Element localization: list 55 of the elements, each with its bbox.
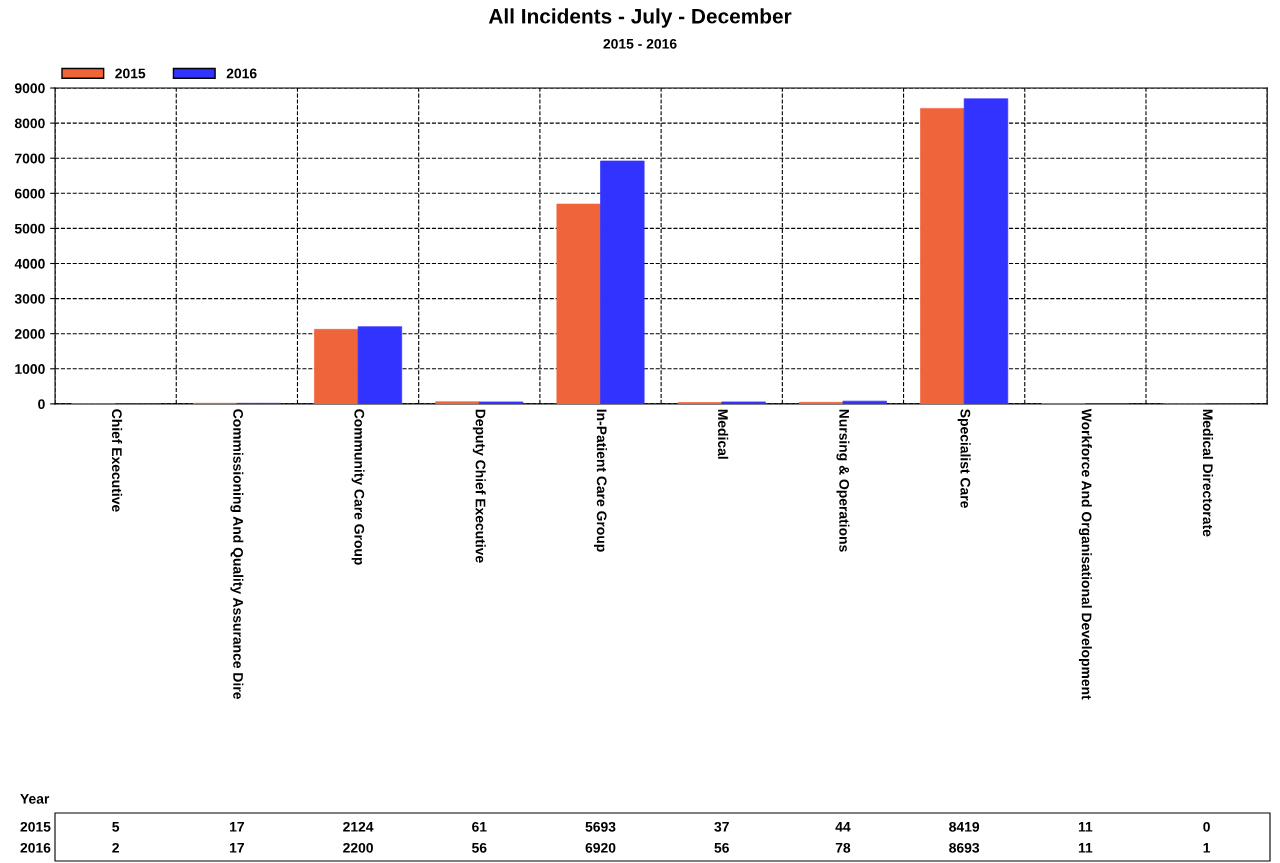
y-tick-label: 9000 xyxy=(14,83,45,94)
bar xyxy=(314,328,359,404)
chart-title: All Incidents - July - December xyxy=(488,8,792,28)
y-tick-label: 6000 xyxy=(14,188,45,199)
data-label: 17 xyxy=(230,822,244,832)
x-tick-label: Medical Directorate xyxy=(1202,409,1214,537)
y-tick-label: 7000 xyxy=(15,153,45,164)
chart-subtitle: 2015 - 2016 xyxy=(603,38,677,49)
x-tick-label: Nursing & Operations xyxy=(836,409,850,552)
x-tick-label: Chief Executive xyxy=(111,409,123,512)
bar xyxy=(600,160,645,404)
x-tick-label: Workforce And Organisational Development xyxy=(1078,408,1092,700)
y-tick-label: 0 xyxy=(38,399,45,410)
data-label: 6920 xyxy=(585,842,616,853)
y-tick-label: 8000 xyxy=(14,118,45,129)
x-tick-label: Commissioning And Quality Assurance Dire xyxy=(230,409,244,699)
bar xyxy=(920,108,965,404)
x-tick-label: Community Care Group xyxy=(351,409,365,565)
data-label: 56 xyxy=(472,842,487,853)
legend-label: 2016 xyxy=(226,68,257,79)
x-tick-label: In-Patient Care Group xyxy=(594,409,607,552)
data-label: 37 xyxy=(714,821,729,832)
data-label: 17 xyxy=(230,843,244,853)
data-label: 11 xyxy=(1078,822,1093,832)
x-tick-label: Medical xyxy=(718,409,729,459)
data-label: 2200 xyxy=(343,842,373,853)
data-label: 1 xyxy=(1203,843,1211,853)
y-tick-label: 1000 xyxy=(15,364,45,374)
bar xyxy=(357,326,403,404)
data-label: 11 xyxy=(1078,843,1093,853)
legend-title: Year xyxy=(20,794,50,804)
y-tick-label: 2000 xyxy=(14,329,45,339)
data-label: 5 xyxy=(112,822,120,832)
data-label: 56 xyxy=(714,842,729,853)
legend-label: 2015 xyxy=(115,68,146,79)
bar xyxy=(842,400,887,404)
text: 2015 xyxy=(20,821,51,832)
x-tick-label: Deputy Chief Executive xyxy=(472,409,486,563)
data-label: 0 xyxy=(1203,821,1210,832)
data-label: 61 xyxy=(472,821,487,832)
data-label: 8419 xyxy=(949,821,980,832)
y-tick-label: 3000 xyxy=(14,293,45,304)
text: 2016 xyxy=(20,842,51,853)
data-label: 78 xyxy=(835,842,851,853)
data-label: 2 xyxy=(112,842,119,853)
y-tick-label: 5000 xyxy=(14,223,45,234)
bar xyxy=(556,203,601,404)
y-tick-label: 4000 xyxy=(14,258,45,269)
bar xyxy=(963,98,1009,404)
x-tick-label: Specialist Care xyxy=(957,409,971,508)
data-label: 8693 xyxy=(949,842,980,853)
data-label: 5693 xyxy=(585,821,616,832)
data-label: 2124 xyxy=(343,821,374,832)
bar xyxy=(435,401,480,404)
data-label: 44 xyxy=(835,822,851,832)
